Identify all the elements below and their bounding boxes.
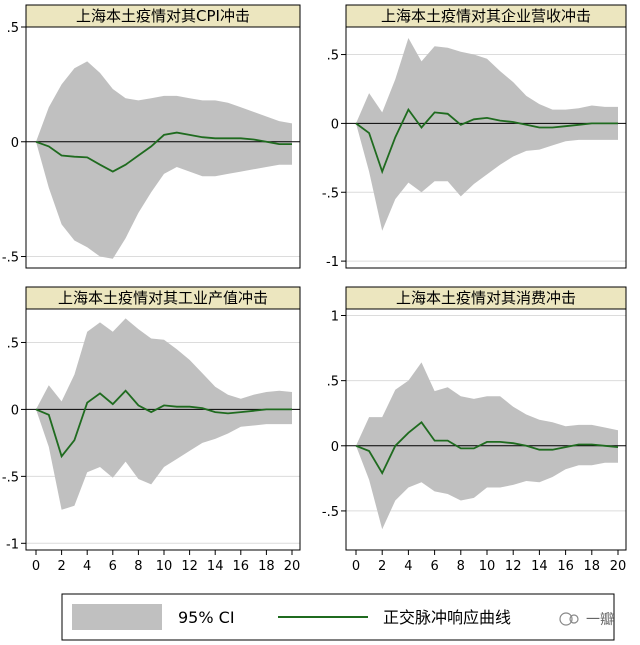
x-tick-label: 0 — [352, 559, 360, 574]
panel-1: 上海本土疫情对其CPI冲击 -.5 0 .5 — [2, 4, 301, 269]
legend-line-label: 正交脉冲响应曲线 — [383, 608, 511, 627]
x-tick-label: 4 — [404, 559, 412, 574]
y-tick-label: -.5 — [322, 186, 339, 201]
y-tick-label: -.5 — [2, 470, 19, 485]
y-tick-label: .5 — [327, 49, 339, 64]
x-tick-label: 10 — [156, 559, 173, 574]
irf-line — [355, 107, 618, 175]
x-tick-label: 8 — [134, 559, 142, 574]
x-tick-label: 16 — [557, 559, 574, 574]
x-tick-label: 20 — [610, 559, 627, 574]
panel-2: 上海本土疫情对其企业营收冲击 -1 -.5 0 .5 — [322, 4, 627, 270]
panel-3: 上海本土疫情对其工业产值冲击 -1 -.5 0 .5 0 2 4 6 8 10 12 14 16 18 20 — [2, 286, 301, 574]
x-tick-label: 16 — [233, 559, 250, 574]
irf-line — [35, 131, 292, 173]
y-tick-label: 0 — [331, 117, 339, 132]
y-tick-label: 0 — [11, 403, 19, 418]
panel-title: 上海本土疫情对其消费冲击 — [396, 289, 576, 307]
legend-ci-swatch — [72, 604, 162, 630]
x-tick-label: 2 — [57, 559, 65, 574]
y-tick-label: 0 — [11, 136, 19, 151]
irf-line — [355, 421, 619, 476]
panel-title: 上海本土疫情对其企业营收冲击 — [381, 7, 591, 25]
x-tick-label: 20 — [284, 559, 301, 574]
x-tick-label: 6 — [109, 559, 117, 574]
watermark: 一瓣 — [559, 612, 614, 628]
y-tick-label: -.5 — [2, 251, 19, 266]
y-tick-label: -.5 — [322, 505, 339, 520]
y-tick-label: .5 — [327, 375, 339, 390]
x-tick-label: 18 — [258, 559, 275, 574]
x-tick-label: 14 — [531, 559, 548, 574]
plot-frame — [345, 26, 627, 269]
y-tick-label: 0 — [331, 440, 339, 455]
x-tick-label: 12 — [181, 559, 198, 574]
x-tick-label: 6 — [430, 559, 438, 574]
x-tick-label: 10 — [479, 559, 496, 574]
panel-4: 上海本土疫情对其消费冲击-.50.510 2 4 6 8 10 12 14 16 18 20 — [322, 286, 627, 574]
y-tick-label: .5 — [7, 21, 19, 36]
ci-band — [36, 318, 292, 510]
y-tick-label: .5 — [7, 336, 19, 351]
watermark-icon — [559, 612, 573, 626]
x-tick-label: 2 — [378, 559, 386, 574]
ci-band — [36, 61, 292, 259]
x-tick-label: 12 — [505, 559, 522, 574]
y-tick-label: -1 — [6, 537, 19, 552]
x-tick-label: 14 — [207, 559, 224, 574]
plot-frame — [25, 308, 301, 551]
irf-line — [35, 389, 292, 459]
legend: 95% CI 正交脉冲响应曲线 — [61, 593, 615, 641]
panel-title: 上海本土疫情对其CPI冲击 — [76, 7, 250, 25]
ci-band — [356, 38, 618, 231]
y-tick-label: -1 — [326, 255, 339, 270]
plot-frame — [345, 308, 627, 551]
plot-frame — [25, 26, 301, 269]
x-tick-label: 18 — [584, 559, 601, 574]
watermark-icon-small — [569, 614, 579, 624]
panel-title: 上海本土疫情对其工业产值冲击 — [58, 289, 268, 307]
x-tick-label: 8 — [457, 559, 465, 574]
x-tick-label: 0 — [32, 559, 40, 574]
legend-ci-label: 95% CI — [178, 608, 235, 627]
watermark-text: 一瓣 — [586, 612, 614, 628]
x-tick-label: 4 — [83, 559, 91, 574]
y-tick-label: 1 — [331, 310, 339, 325]
